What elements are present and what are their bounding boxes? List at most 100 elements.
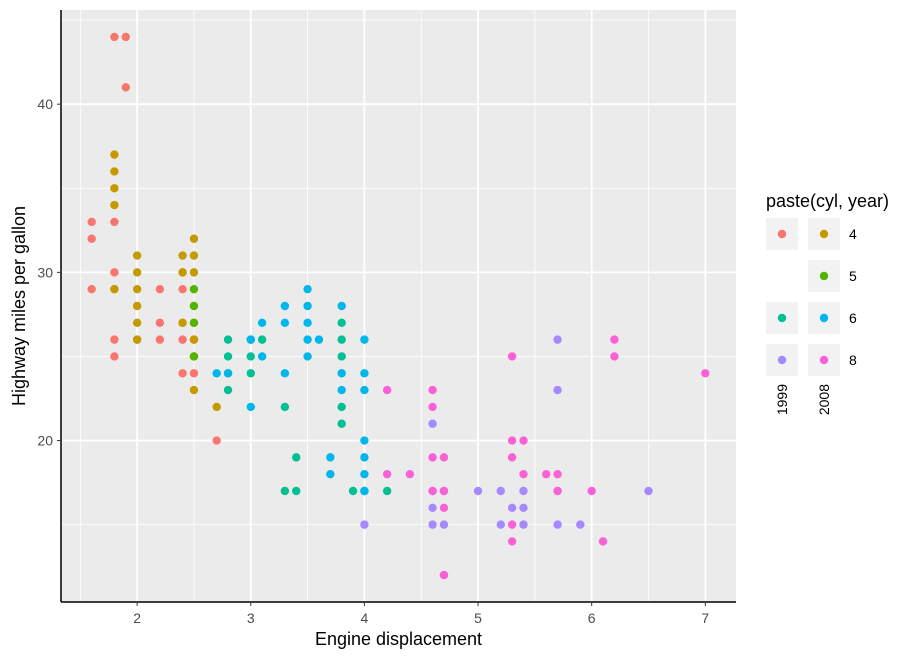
legend-key-point [819,313,829,323]
data-point [280,486,290,496]
data-point [337,352,346,361]
data-point [519,436,528,445]
data-point [178,369,187,378]
legend-key-point [819,271,829,281]
data-point [189,352,199,361]
x-tick-label: 7 [701,610,709,626]
y-axis-ticks: 20 30 40 [37,96,61,449]
data-point [110,335,119,344]
data-point [155,335,165,344]
data-point [360,385,369,395]
data-point [178,251,187,260]
data-point [473,486,483,496]
legend-row-label: 8 [849,352,857,368]
data-point [87,284,96,294]
data-point [439,503,449,513]
data-point [428,385,437,395]
data-point [110,352,119,361]
data-point [519,520,528,529]
data-point [110,217,119,227]
data-point [303,284,312,294]
data-point [212,402,221,412]
data-point [87,234,96,243]
data-point [189,268,199,277]
data-point [280,318,290,328]
data-point [292,453,301,462]
y-tick-label: 20 [37,433,53,449]
data-point [223,369,233,378]
data-point [132,335,142,344]
data-point [428,520,437,529]
panel-background [61,10,736,602]
data-point [348,486,358,496]
data-point [553,385,562,395]
data-point [507,352,517,361]
data-point [178,335,187,344]
data-point [428,453,437,462]
data-point [360,486,369,496]
data-point [178,268,187,277]
data-point [337,301,346,311]
data-point [701,369,710,378]
data-point [280,301,290,311]
data-point [405,469,415,479]
data-point [246,369,255,378]
data-point [257,318,267,328]
minor-gridlines [61,10,736,602]
legend: paste(cyl, year) 4 5 6 8 1999 2008 [766,191,889,415]
data-point [428,486,437,496]
data-point [155,318,165,328]
data-point [189,284,199,294]
data-point [507,520,517,529]
data-point [110,167,119,176]
data-point [553,520,562,529]
data-point [110,32,119,42]
data-point [189,251,199,260]
data-point [257,335,267,344]
legend-title: paste(cyl, year) [766,191,889,211]
legend-key-point [777,229,787,239]
data-point [223,385,233,395]
data-point [337,402,346,412]
data-point [280,369,290,378]
data-point [519,503,528,513]
legend-key-point [777,313,787,323]
x-tick-label: 6 [588,610,596,626]
data-point [87,217,96,227]
legend-column-label: 2008 [816,384,832,415]
data-point [246,402,255,412]
data-point [553,335,562,344]
data-point [212,436,221,445]
data-point [337,385,346,395]
data-point [246,352,255,361]
data-point [212,369,221,378]
data-point [507,453,517,462]
data-point [428,419,437,428]
data-point [132,284,142,294]
data-point [587,486,596,496]
x-tick-label: 2 [133,610,141,626]
data-point [280,402,290,412]
data-point [428,402,437,412]
data-point [303,352,312,361]
data-point [360,520,369,529]
data-point [439,486,449,496]
data-point [428,503,437,513]
data-point [360,469,369,479]
data-point [360,453,369,462]
data-point [507,537,517,546]
x-axis-title: Engine displacement [315,629,482,649]
x-tick-label: 4 [361,610,369,626]
data-point [360,369,369,378]
data-point [326,453,335,462]
data-point [246,335,255,344]
data-point [337,419,346,428]
data-point [337,335,346,344]
y-tick-label: 30 [37,264,53,280]
data-point [110,268,119,277]
data-point [178,318,187,328]
data-point [132,318,142,328]
data-point [121,32,130,42]
data-point [110,184,119,193]
